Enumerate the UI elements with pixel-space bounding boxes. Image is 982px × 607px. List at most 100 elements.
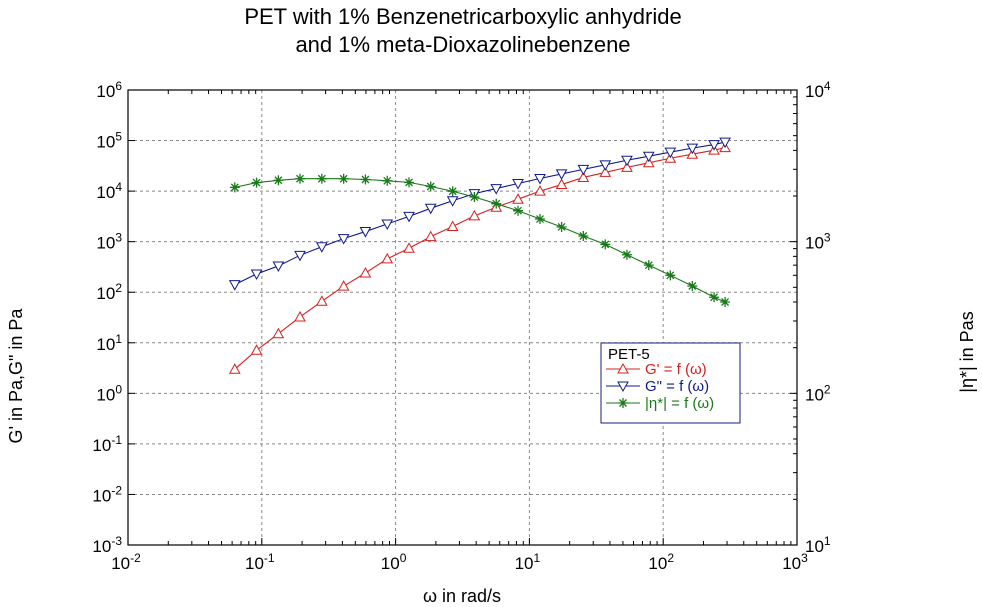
- series-line-g-prime: [234, 147, 726, 370]
- legend-marker: [618, 398, 628, 408]
- data-point-g-prime: [403, 242, 415, 253]
- data-point-eta-star: [513, 205, 524, 216]
- data-point-eta-star: [687, 281, 698, 292]
- x-tick-label: 101: [515, 551, 541, 573]
- data-point-g-prime: [468, 209, 481, 221]
- y-right-axis-label: |η*| in Pas: [957, 311, 977, 392]
- data-point-g-double-prime: [315, 242, 328, 253]
- data-point-eta-star: [643, 260, 654, 271]
- data-point-g-double-prime: [294, 250, 306, 262]
- data-point-g-prime: [512, 193, 524, 204]
- y-left-tick-label: 105: [96, 130, 122, 152]
- data-point-g-double-prime: [446, 196, 459, 207]
- y-left-tick-label: 103: [96, 231, 122, 253]
- y-left-tick-label: 104: [96, 180, 122, 202]
- data-point-g-prime: [381, 252, 394, 264]
- series-g-prime: [228, 141, 731, 374]
- data-point-g-double-prime: [599, 160, 612, 171]
- y-left-tick-label: 102: [96, 281, 122, 303]
- data-point-g-double-prime: [381, 219, 394, 230]
- data-point-g-double-prime: [534, 173, 546, 185]
- chart-title-line-1: PET with 1% Benzenetricarboxylic anhydri…: [244, 4, 682, 29]
- data-point-eta-star: [251, 177, 262, 188]
- data-point-eta-star: [229, 182, 240, 193]
- y-left-axis-label: G' in Pa,G" in Pa: [6, 308, 26, 444]
- data-point-g-prime: [250, 344, 263, 355]
- y-right-tick-label: 104: [805, 79, 831, 101]
- plot-frame: [127, 89, 798, 546]
- data-point-g-prime: [228, 363, 241, 374]
- data-point-eta-star: [720, 297, 731, 308]
- data-point-g-prime: [315, 295, 328, 306]
- y-left-tick-label: 100: [96, 382, 122, 404]
- data-point-g-double-prime: [719, 137, 731, 149]
- legend-entry-g-double-prime: G" = f (ω): [645, 378, 709, 395]
- data-point-g-double-prime: [250, 269, 263, 281]
- data-point-g-prime: [272, 327, 285, 339]
- x-tick-label: 103: [782, 551, 808, 573]
- y-left-tick-label: 10-1: [92, 433, 122, 455]
- x-axis-label: ω in rad/s: [423, 586, 501, 606]
- data-point-eta-star: [425, 181, 436, 192]
- legend-title: PET-5: [608, 346, 650, 363]
- data-point-eta-star: [600, 239, 611, 250]
- data-point-g-prime: [599, 166, 612, 177]
- data-point-g-double-prime: [664, 147, 677, 159]
- data-point-g-double-prime: [228, 280, 241, 291]
- data-point-g-double-prime: [555, 169, 568, 180]
- x-tick-label: 102: [648, 551, 674, 573]
- y-left-tick-label: 106: [96, 79, 122, 101]
- x-tick-label: 10-1: [245, 551, 275, 573]
- data-point-g-prime: [555, 178, 568, 190]
- data-point-g-double-prime: [337, 234, 350, 245]
- chart-title-line-2: and 1% meta-Dioxazolinebenzene: [295, 32, 631, 57]
- data-point-g-double-prime: [424, 203, 437, 215]
- data-point-eta-star: [404, 177, 415, 188]
- data-point-g-double-prime: [642, 151, 655, 163]
- series-g-double-prime: [228, 137, 731, 291]
- data-point-g-double-prime: [512, 179, 524, 190]
- data-point-eta-star: [556, 221, 567, 232]
- data-point-g-double-prime: [621, 155, 633, 167]
- data-point-g-double-prime: [272, 261, 285, 272]
- y-right-tick-label: 102: [805, 382, 831, 404]
- data-point-g-double-prime: [577, 164, 590, 176]
- data-point-g-double-prime: [359, 227, 372, 238]
- legend-entry-g-prime: G' = f (ω): [645, 361, 707, 378]
- data-point-eta-star: [338, 173, 349, 184]
- data-point-g-double-prime: [490, 184, 503, 195]
- data-point-g-prime: [642, 156, 655, 168]
- data-point-eta-star: [621, 249, 632, 260]
- data-point-eta-star: [534, 214, 545, 225]
- y-right-tick-label: 103: [805, 231, 831, 253]
- data-point-g-prime: [337, 280, 350, 291]
- data-point-eta-star: [578, 230, 589, 241]
- data-point-eta-star: [447, 186, 458, 197]
- data-point-g-prime: [446, 220, 459, 232]
- data-point-eta-star: [491, 198, 502, 209]
- x-tick-label: 100: [381, 551, 407, 573]
- data-point-eta-star: [469, 192, 480, 203]
- data-point-g-double-prime: [686, 143, 699, 155]
- data-point-eta-star: [295, 173, 306, 184]
- legend-marker: [617, 381, 629, 393]
- data-point-eta-star: [382, 175, 393, 186]
- data-point-g-prime: [534, 185, 546, 196]
- data-point-eta-star: [273, 175, 284, 186]
- series-eta-star: [229, 173, 731, 308]
- y-left-tick-label: 10-3: [92, 534, 122, 556]
- y-left-tick-label: 10-2: [92, 483, 122, 505]
- legend-entry-eta-star: |η*| = f (ω): [645, 395, 714, 412]
- data-point-eta-star: [316, 173, 327, 184]
- x-tick-label: 10-2: [111, 551, 141, 573]
- data-point-g-prime: [424, 230, 437, 242]
- data-point-g-double-prime: [708, 140, 720, 151]
- data-point-g-double-prime: [403, 211, 415, 223]
- legend: PET-5G' = f (ω)G" = f (ω)|η*| = f (ω): [600, 342, 741, 424]
- data-point-g-prime: [621, 161, 633, 172]
- data-point-g-prime: [359, 266, 372, 278]
- legend-marker: [617, 362, 629, 374]
- y-right-tick-label: 101: [805, 534, 831, 556]
- data-point-eta-star: [665, 270, 676, 281]
